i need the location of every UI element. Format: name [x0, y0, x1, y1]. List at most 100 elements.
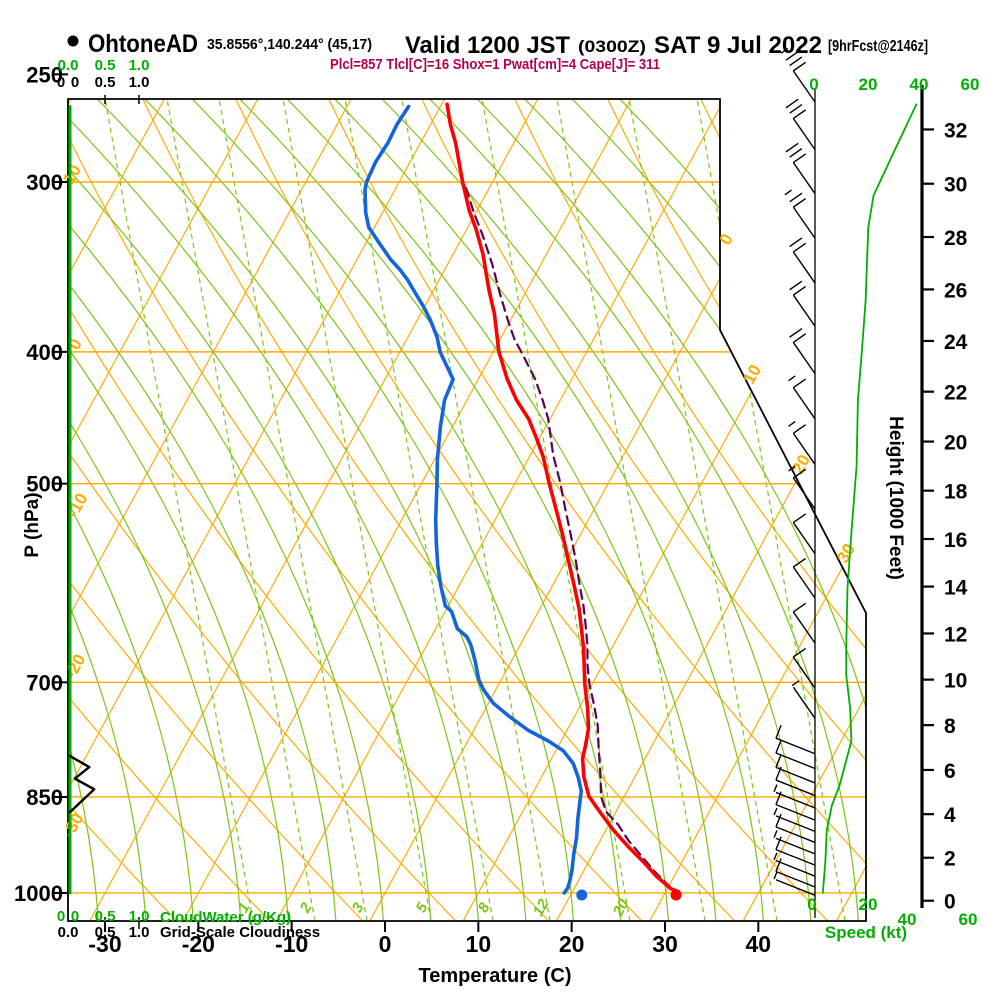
wind-barb: [780, 47, 816, 103]
barb-shaft: [775, 826, 816, 844]
pressure-tick-label: 400: [26, 340, 63, 365]
barb-half-feather: [788, 375, 796, 382]
wind-barb: [785, 142, 816, 195]
barb-feather: [789, 192, 803, 203]
speed-tick-label-bottom: 0: [807, 895, 816, 914]
wind-barb: [788, 375, 816, 420]
cloud-scale-bottom-black: 0.5: [95, 924, 116, 941]
speed-tick-label-top: 60: [961, 75, 980, 94]
height-tick-label: 8: [944, 715, 956, 738]
pressure-tick-label: 850: [26, 785, 63, 810]
wind-barb: [792, 513, 816, 555]
height-tick-label: 22: [944, 382, 967, 405]
parcel-curve: [464, 186, 675, 893]
barb-half-feather: [773, 807, 778, 816]
wind-barb: [775, 791, 816, 821]
barb-feather: [789, 327, 803, 338]
moist-adiabat: [316, 99, 764, 921]
isotherm: [369, 99, 829, 921]
wind-barb: [784, 189, 816, 239]
temperature-axis-label: Temperature (C): [419, 965, 572, 987]
cloud-scale-top-green: 1.0: [129, 57, 150, 74]
barb-half-feather: [784, 189, 792, 196]
barb-feather: [792, 602, 807, 613]
mixing-ratio-line: [693, 99, 846, 921]
isotherm-edge-label: 20: [788, 451, 814, 477]
wind-barb: [789, 280, 816, 327]
moist-adiabat: [269, 99, 717, 921]
wind-barb: [789, 237, 816, 284]
temperature-curve: [445, 102, 681, 894]
dry-adiabat: [971, 81, 1000, 921]
barb-shaft: [775, 815, 816, 833]
dry-adiabat: [68, 99, 643, 921]
barb-feather: [792, 242, 807, 253]
wind-barb: [773, 852, 816, 877]
mixing-ratio-label: 3: [349, 899, 368, 915]
wind-barb: [773, 871, 816, 896]
forecast-tag: [9hrFcst@2146z]: [828, 38, 928, 55]
wind-barb: [773, 830, 816, 855]
mixing-ratio-line: [163, 99, 316, 921]
barb-half-feather: [773, 784, 778, 792]
barb-shaft: [792, 118, 816, 151]
moist-adiabat: [68, 99, 194, 921]
isotherm: [68, 99, 175, 921]
barb-shaft: [775, 779, 816, 797]
barb-shaft: [792, 566, 816, 599]
barb-feather: [775, 791, 782, 805]
wind-barb: [775, 858, 816, 888]
barb-half-feather: [773, 852, 778, 861]
cloud-scale-top-green: 0.0: [58, 57, 79, 74]
barb-shaft: [775, 803, 816, 821]
barb-half-feather: [788, 421, 796, 427]
utc-time: (0300Z): [578, 37, 646, 56]
height-tick-label: 28: [944, 227, 968, 250]
mixing-ratio-line: [215, 99, 368, 921]
moist-adiabat: [459, 99, 866, 921]
valid-time: Valid 1200 JST: [405, 32, 570, 59]
dry-adiabat: [133, 99, 736, 921]
cloud-scale-bottom-green: 1.0: [129, 908, 150, 925]
mixing-ratio-line: [625, 99, 778, 921]
barb-shaft: [792, 251, 816, 284]
cloud-scale-bottom-green: 0: [71, 908, 79, 925]
barb-feather: [792, 197, 807, 208]
mixing-ratio-line: [279, 99, 432, 921]
barb-half-feather: [780, 47, 789, 54]
barb-shaft: [775, 870, 816, 888]
isotherm: [462, 99, 866, 921]
dry-adiabat: [505, 99, 866, 921]
pressure-tick-label: 300: [26, 170, 63, 195]
barb-shaft: [792, 206, 816, 239]
mixing-ratio-line: [398, 99, 551, 921]
barb-shaft: [792, 477, 816, 510]
dry-adiabat: [412, 99, 866, 921]
barb-feather: [789, 103, 803, 114]
barb-shaft: [792, 294, 816, 327]
wind-barb: [775, 754, 816, 784]
barb-feather: [792, 333, 807, 344]
barb-shaft: [792, 342, 816, 375]
barb-shaft: [775, 791, 816, 809]
station-name: OhtoneAD: [88, 30, 198, 58]
valid-date: SAT 9 Jul 2022: [654, 32, 822, 59]
isotherm: [555, 99, 866, 921]
barb-shaft: [792, 387, 816, 420]
moist-adiabat: [554, 99, 866, 921]
barb-feather: [785, 51, 799, 61]
dewpoint-curve: [363, 104, 584, 895]
isotherm: [835, 99, 866, 921]
parameters-line: Plcl=857 Tlcl[C]=16 Shox=1 Pwat[cm]=4 Ca…: [330, 56, 660, 73]
wind-barb: [792, 647, 816, 689]
moist-adiabat: [68, 99, 289, 921]
barb-feather: [775, 836, 782, 850]
isotherm: [68, 99, 455, 921]
barb-feather: [775, 739, 782, 754]
wind-speed-curve: [821, 103, 918, 894]
height-tick-label: 4: [944, 804, 956, 827]
station-bullet-icon: [67, 35, 79, 47]
pressure-tick-label: 700: [26, 670, 63, 695]
cloud-scale-bottom-black: 1.0: [129, 924, 150, 941]
